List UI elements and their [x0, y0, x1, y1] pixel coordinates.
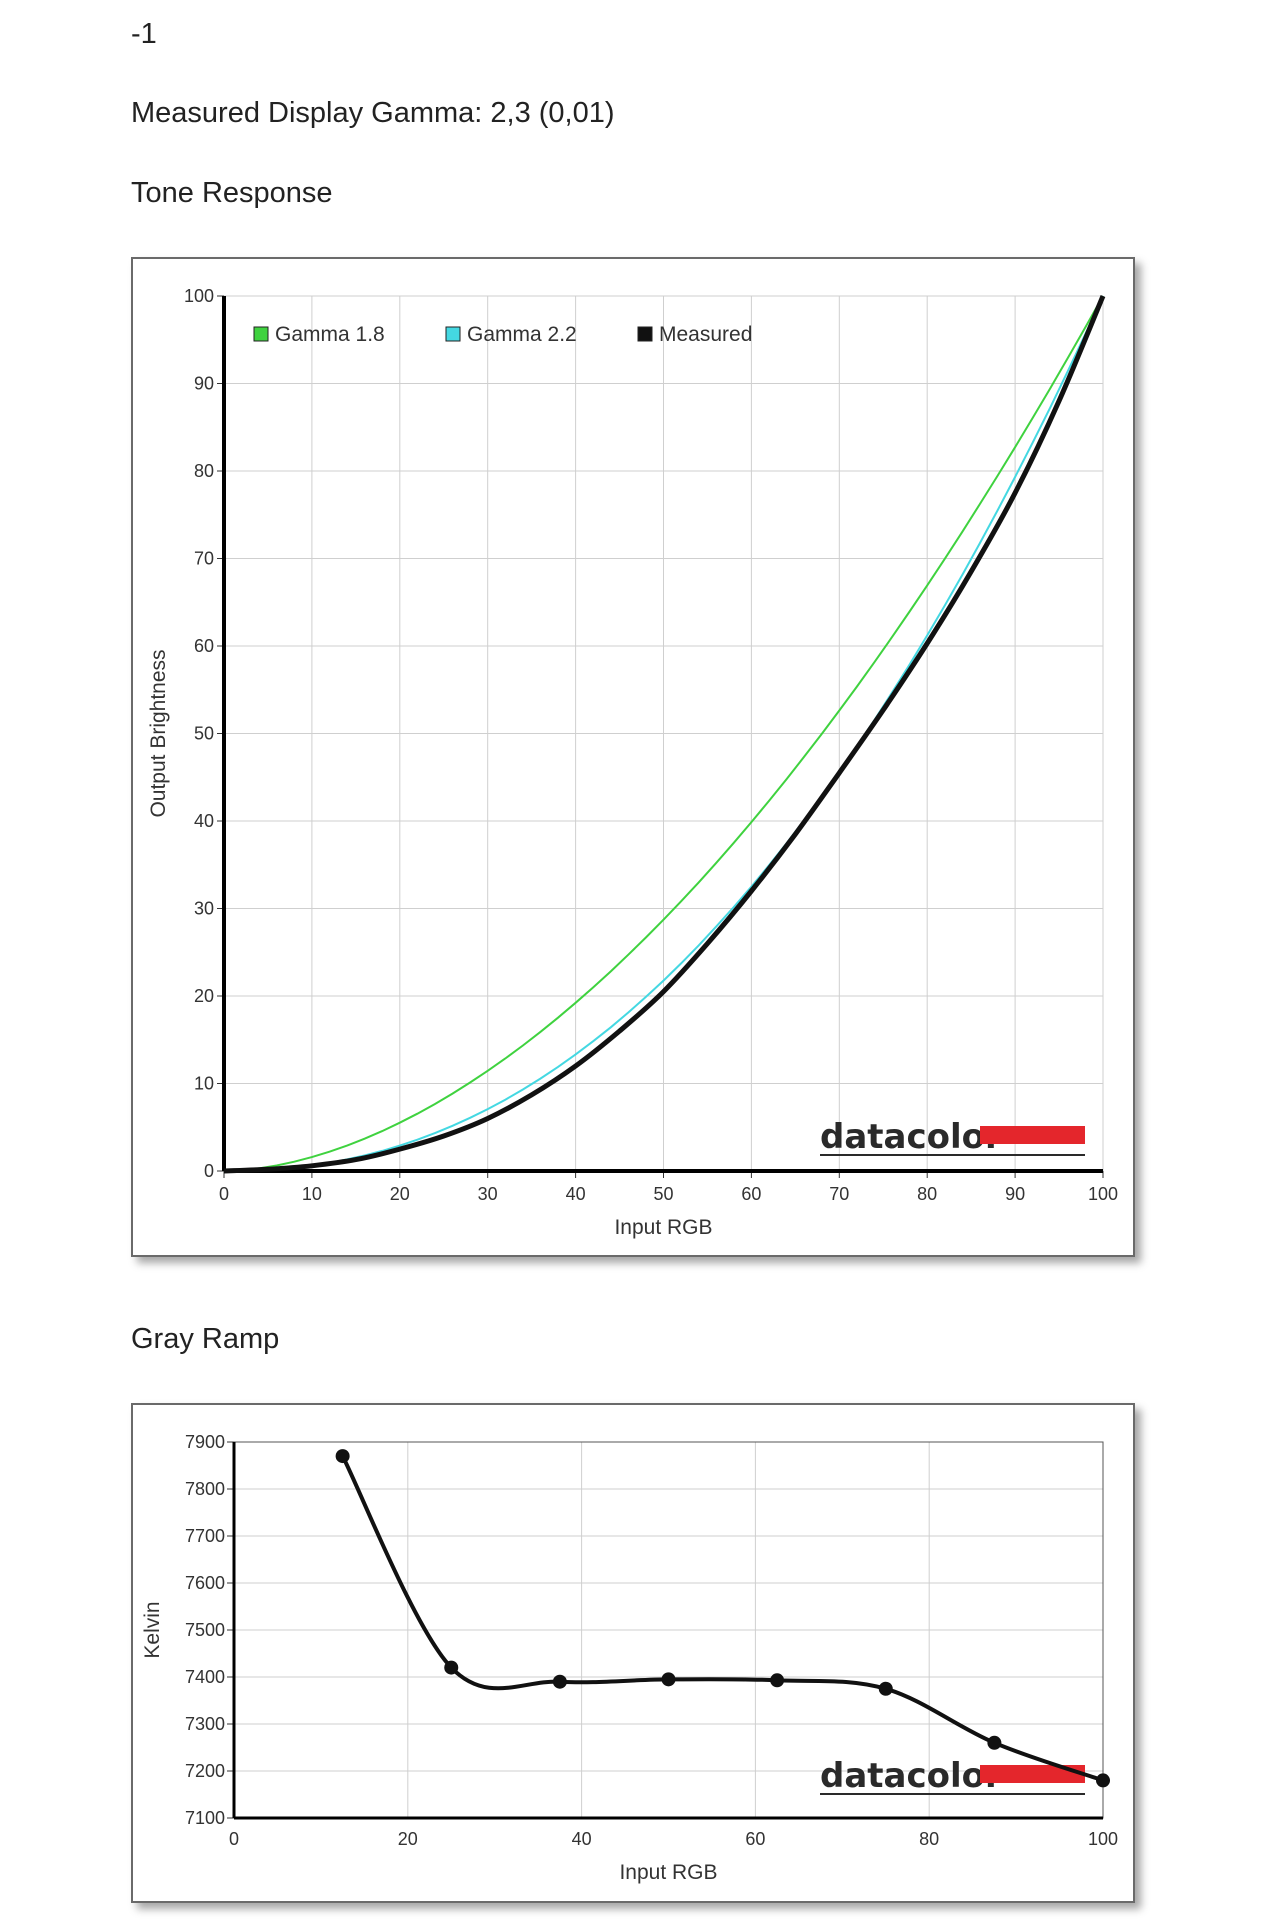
- x-tick-label: 100: [1088, 1184, 1118, 1204]
- x-tick-label: 100: [1088, 1829, 1118, 1849]
- tone-response-title: Tone Response: [131, 177, 333, 209]
- x-axis-label: Input RGB: [614, 1216, 712, 1239]
- tone-response-chart: 0 10 20 30 40 50 60 70 80 90 100 0 10 20 30 40 50 60 70 80 9…: [147, 286, 1118, 1239]
- data-point: [1096, 1773, 1110, 1788]
- x-tick-label: 30: [478, 1184, 498, 1204]
- x-tick-label: 60: [741, 1184, 761, 1204]
- y-tick-label: 100: [184, 286, 214, 306]
- y-tick-label: 7600: [185, 1573, 225, 1593]
- x-axis-label: Input RGB: [619, 1861, 717, 1884]
- series-line-kelvin: [340, 1455, 1104, 1783]
- x-tick-label: 40: [572, 1829, 592, 1849]
- gray-ramp-chart-panel: 0 20 40 60 80 100 7100 7200 7300 7400 7500 7600 7700…: [131, 1403, 1135, 1903]
- datacolor-logo-text: datacolor: [820, 1756, 1002, 1796]
- y-tick-label: 7300: [185, 1714, 225, 1734]
- data-point: [987, 1735, 1002, 1750]
- series-line-measured: [223, 295, 1106, 1174]
- y-tick-label: 50: [194, 724, 214, 744]
- gray-ramp-chart: 0 20 40 60 80 100 7100 7200 7300 7400 7500 7600 7700…: [141, 1432, 1118, 1884]
- series-line-gamma-1-8: [223, 295, 1104, 1172]
- legend-swatch: [637, 326, 653, 342]
- x-tick-label: 60: [745, 1829, 765, 1849]
- y-tick-label: 30: [194, 899, 214, 919]
- x-tick-label: 80: [919, 1829, 939, 1849]
- y-tick-label: 7800: [185, 1479, 225, 1499]
- y-axis-label: Output Brightness: [147, 649, 170, 817]
- y-tick-label: 7700: [185, 1526, 225, 1546]
- y-tick-label: 0: [204, 1161, 214, 1181]
- legend-label: Measured: [659, 323, 752, 346]
- x-tick-label: 70: [829, 1184, 849, 1204]
- y-tick-label: 80: [194, 461, 214, 481]
- y-tick-label: 7200: [185, 1761, 225, 1781]
- x-tick-label: 0: [229, 1829, 239, 1849]
- x-tick-label: 50: [653, 1184, 673, 1204]
- datacolor-logo: datacolor: [820, 1756, 1085, 1796]
- x-tick-label: 10: [302, 1184, 322, 1204]
- header-label: -1: [131, 18, 157, 50]
- data-point: [878, 1681, 893, 1696]
- gray-ramp-title: Gray Ramp: [131, 1323, 280, 1355]
- datacolor-logo-bar: [980, 1765, 1085, 1783]
- y-tick-label: 10: [194, 1074, 214, 1094]
- legend-label: Gamma 1.8: [275, 323, 385, 346]
- x-tick-label: 20: [398, 1829, 418, 1849]
- y-tick-label: 7900: [185, 1432, 225, 1452]
- y-tick-label: 7500: [185, 1620, 225, 1640]
- x-tick-label: 20: [390, 1184, 410, 1204]
- datacolor-logo-bar: [980, 1126, 1085, 1144]
- measured-gamma-text: Measured Display Gamma: 2,3 (0,01): [131, 97, 615, 129]
- x-tick-label: 0: [219, 1184, 229, 1204]
- data-point: [552, 1674, 567, 1689]
- data-point: [770, 1673, 785, 1688]
- x-tick-label: 40: [566, 1184, 586, 1204]
- legend-swatch: [253, 326, 269, 342]
- x-tick-label: 90: [1005, 1184, 1025, 1204]
- series-line-gamma-2-2: [223, 295, 1104, 1172]
- legend-swatch: [445, 326, 461, 342]
- y-tick-label: 70: [194, 549, 214, 569]
- y-tick-label: 40: [194, 811, 214, 831]
- legend-label: Gamma 2.2: [467, 323, 577, 346]
- data-point: [335, 1449, 350, 1464]
- data-point: [661, 1672, 676, 1687]
- y-tick-label: 7400: [185, 1667, 225, 1687]
- y-tick-label: 60: [194, 636, 214, 656]
- y-axis-label: Kelvin: [141, 1601, 164, 1658]
- data-point: [444, 1660, 459, 1675]
- y-tick-label: 7100: [185, 1808, 225, 1828]
- y-tick-label: 90: [194, 374, 214, 394]
- datacolor-logo-text: datacolor: [820, 1117, 1002, 1157]
- tone-response-chart-panel: 0 10 20 30 40 50 60 70 80 90 100 0 10 20 30 40 50 60 70 80 9…: [131, 257, 1135, 1257]
- x-tick-label: 80: [917, 1184, 937, 1204]
- y-tick-label: 20: [194, 986, 214, 1006]
- datacolor-logo: datacolor: [820, 1117, 1085, 1157]
